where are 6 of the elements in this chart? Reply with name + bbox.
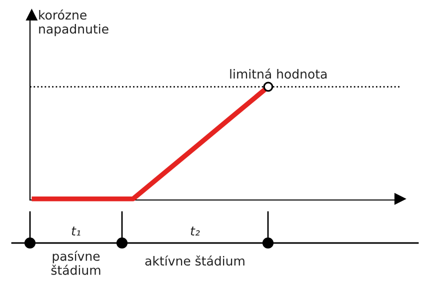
y-axis-title: korózne napadnutie xyxy=(39,10,108,36)
text: t₂ xyxy=(190,226,200,236)
text: pasívne štádium xyxy=(51,250,100,275)
text: t₁ xyxy=(72,226,80,236)
text: aktívne štádium xyxy=(145,255,244,266)
ref-line-label: limitná hodnota xyxy=(230,68,327,79)
